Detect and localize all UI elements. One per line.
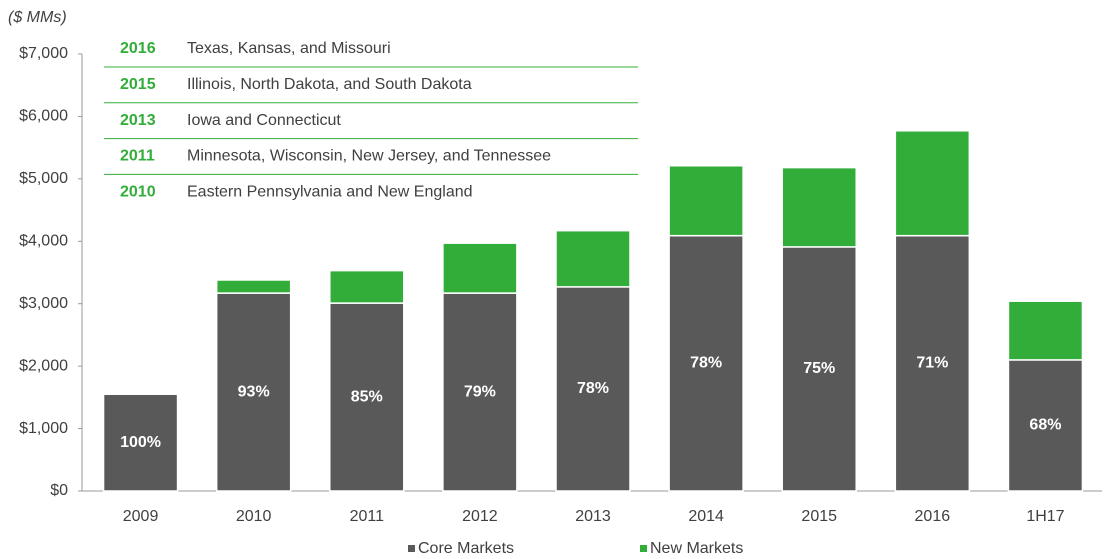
legend-swatch — [408, 545, 415, 552]
bar-segment — [781, 166, 857, 248]
bar-segment — [102, 393, 179, 492]
legend-label: New Markets — [650, 540, 743, 557]
table-year: 2010 — [120, 183, 156, 200]
table-markets: Minnesota, Wisconsin, New Jersey, and Te… — [187, 148, 551, 165]
y-tick-label: $0 — [50, 482, 68, 499]
x-tick-label: 2014 — [688, 508, 724, 525]
share-label: 78% — [690, 355, 722, 372]
y-tick-label: $4,000 — [19, 233, 68, 250]
x-tick-label: 2010 — [236, 508, 272, 525]
share-label: 85% — [351, 388, 383, 405]
bar-segment — [555, 229, 631, 288]
y-tick-label: $3,000 — [19, 295, 68, 312]
bar-segment — [215, 292, 292, 492]
share-label: 100% — [120, 434, 161, 451]
legend-swatch — [640, 545, 647, 552]
x-tick-label: 2012 — [462, 508, 498, 525]
table-markets: Texas, Kansas, and Missouri — [187, 40, 391, 57]
table-year: 2013 — [120, 112, 156, 129]
y-tick-label: $1,000 — [19, 420, 68, 437]
bar-segment — [781, 246, 857, 492]
bar-segment — [329, 269, 405, 304]
share-label: 78% — [577, 380, 609, 397]
bar-segment — [668, 234, 744, 492]
bar-segment — [555, 286, 631, 492]
table-markets: Iowa and Connecticut — [187, 112, 341, 129]
table-year: 2015 — [120, 76, 156, 93]
legend-label: Core Markets — [418, 540, 514, 557]
table-markets: Illinois, North Dakota, and South Dakota — [187, 76, 472, 93]
x-tick-label: 2009 — [123, 508, 159, 525]
y-tick-label: $5,000 — [19, 170, 68, 187]
x-tick-label: 2011 — [350, 508, 385, 525]
bar-segment — [894, 234, 971, 492]
x-tick-label: 1H17 — [1026, 508, 1064, 525]
y-tick-label: $6,000 — [19, 108, 68, 125]
bar-segment — [442, 292, 518, 492]
share-label: 75% — [803, 360, 835, 377]
share-label: 71% — [916, 355, 948, 372]
bar-segment — [1007, 300, 1084, 361]
x-tick-label: 2013 — [575, 508, 611, 525]
table-year: 2016 — [120, 40, 156, 57]
x-tick-label: 2016 — [915, 508, 951, 525]
table-markets: Eastern Pennsylvania and New England — [187, 183, 473, 200]
y-tick-label: $7,000 — [19, 45, 68, 62]
share-label: 93% — [238, 383, 270, 400]
bar-segment — [442, 242, 518, 294]
share-label: 68% — [1029, 417, 1061, 434]
share-label: 79% — [464, 383, 496, 400]
y-tick-label: $2,000 — [19, 357, 68, 374]
x-tick-label: 2015 — [801, 508, 837, 525]
table-year: 2011 — [120, 148, 155, 165]
bar-segment — [215, 279, 292, 294]
bar-segment — [329, 302, 405, 492]
bar-segment — [1007, 359, 1084, 492]
bar-segment — [668, 164, 744, 237]
bar-segment — [894, 130, 971, 237]
unit-label: ($ MMs) — [8, 9, 67, 26]
